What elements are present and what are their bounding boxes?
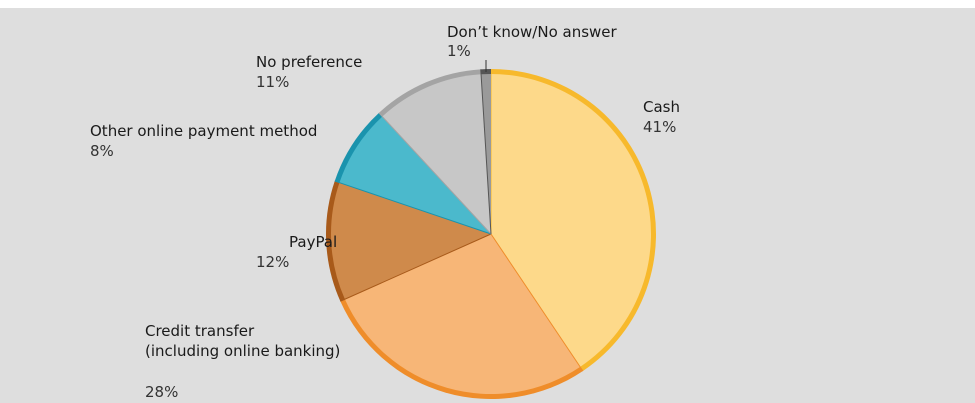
pie-slice-divider: [378, 112, 492, 235]
slice-value-cash: 41%: [643, 118, 676, 136]
pie-slice-other-online-payment-method: [339, 116, 491, 234]
chart-panel: Cash 41% Credit transfer (including online …: [0, 8, 975, 403]
pie-slice-no-preference: [382, 74, 491, 234]
slice-value-don-t-know-no-answer: 1%: [447, 42, 471, 60]
pie-slice-divider: [480, 69, 492, 235]
pie-slice-cash: [491, 74, 652, 367]
pie-slice-paypal: [331, 182, 491, 300]
pie-slice-divider: [340, 233, 492, 302]
slice-label-no-preference: No preference: [256, 53, 362, 71]
slice-label-don-t-know-no-answer: Don’t know/No answer: [447, 23, 618, 41]
slice-label-other-online-payment-method: Other online payment method: [90, 122, 317, 140]
slice-label-cash: Cash: [643, 98, 680, 116]
pie-slice-credit-transfer-including-online-banking: [344, 234, 581, 395]
pie-chart: Cash 41% Credit transfer (including online …: [90, 23, 680, 401]
slice-value-no-preference: 11%: [256, 73, 289, 91]
pie-slice-divider: [334, 180, 492, 235]
slice-label-paypal: PayPal: [289, 233, 337, 251]
slice-value-credit-transfer-including-online-banking: 28%: [145, 383, 178, 401]
slice-value-other-online-payment-method: 8%: [90, 142, 114, 160]
pie-slice-divider: [490, 233, 584, 372]
slice-value-paypal: 12%: [256, 253, 289, 271]
slice-label-credit-transfer-including-online-banking: Credit transfer (including online banking…: [145, 322, 340, 360]
